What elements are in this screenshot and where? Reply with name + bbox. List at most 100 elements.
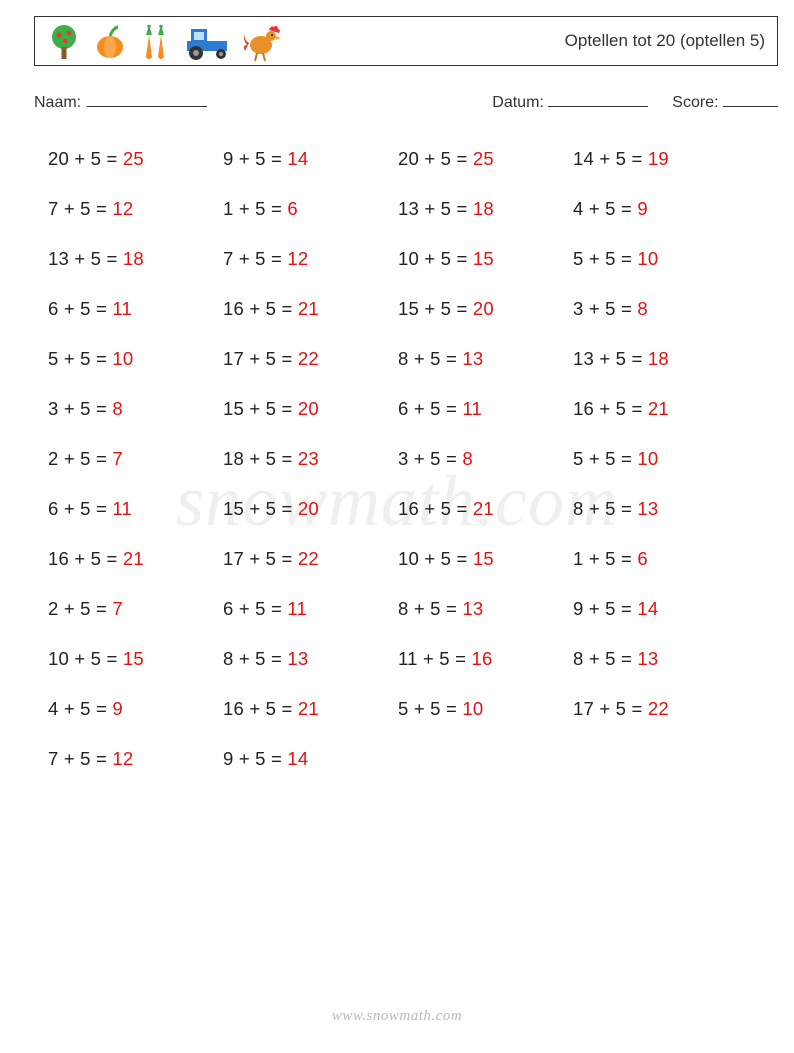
problem-answer: 14: [637, 598, 658, 620]
problem-expression: 17 + 5 =: [223, 548, 298, 570]
problem-answer: 10: [462, 698, 483, 720]
problem-expression: 16 + 5 =: [48, 548, 123, 570]
problem-answer: 11: [287, 598, 307, 620]
problem-expression: 13 + 5 =: [573, 348, 648, 370]
problem-cell: 20 + 5 = 25: [398, 134, 573, 184]
pumpkin-icon: [93, 23, 127, 61]
apple-tree-icon: [47, 23, 81, 61]
meta-score: Score:: [672, 92, 778, 112]
problem-answer: 21: [298, 698, 319, 720]
problem-cell: 5 + 5 = 10: [398, 684, 573, 734]
problem-expression: 16 + 5 =: [223, 298, 298, 320]
problem-cell: 14 + 5 = 19: [573, 134, 748, 184]
problem-expression: 20 + 5 =: [48, 148, 123, 170]
problem-answer: 13: [462, 598, 483, 620]
problem-answer: 9: [112, 698, 123, 720]
problem-cell: 13 + 5 = 18: [573, 334, 748, 384]
problem-answer: 12: [287, 248, 308, 270]
problem-expression: 10 + 5 =: [398, 248, 473, 270]
problem-expression: 4 + 5 =: [48, 698, 112, 720]
score-blank[interactable]: [723, 92, 778, 107]
problem-answer: 8: [112, 398, 123, 420]
problem-expression: 5 + 5 =: [573, 248, 637, 270]
problem-answer: 12: [112, 198, 133, 220]
problem-cell: 7 + 5 = 12: [48, 734, 223, 784]
problem-expression: 6 + 5 =: [398, 398, 462, 420]
problem-answer: 6: [287, 198, 298, 220]
problem-expression: 1 + 5 =: [573, 548, 637, 570]
problem-answer: 21: [298, 298, 319, 320]
problem-expression: 3 + 5 =: [398, 448, 462, 470]
problem-cell: 6 + 5 = 11: [48, 284, 223, 334]
problem-expression: 5 + 5 =: [398, 698, 462, 720]
problem-cell: 5 + 5 = 10: [573, 234, 748, 284]
problem-expression: 7 + 5 =: [48, 198, 112, 220]
problem-answer: 11: [112, 498, 132, 520]
problem-cell: 6 + 5 = 11: [398, 384, 573, 434]
problem-expression: 15 + 5 =: [398, 298, 473, 320]
problem-cell: 15 + 5 = 20: [223, 484, 398, 534]
problem-cell: 11 + 5 = 16: [398, 634, 573, 684]
problem-expression: 8 + 5 =: [573, 498, 637, 520]
problem-answer: 21: [473, 498, 494, 520]
problem-cell: 5 + 5 = 10: [573, 434, 748, 484]
problem-answer: 8: [462, 448, 473, 470]
problem-answer: 15: [123, 648, 144, 670]
problem-expression: 13 + 5 =: [398, 198, 473, 220]
problem-expression: 11 + 5 =: [398, 648, 471, 670]
problems-grid: 20 + 5 = 259 + 5 = 1420 + 5 = 2514 + 5 =…: [48, 134, 748, 784]
problem-answer: 13: [637, 498, 658, 520]
problem-answer: 22: [648, 698, 669, 720]
date-blank[interactable]: [548, 92, 648, 107]
problem-cell: 18 + 5 = 23: [223, 434, 398, 484]
problem-expression: 3 + 5 =: [48, 398, 112, 420]
problem-answer: 25: [123, 148, 144, 170]
problem-answer: 23: [298, 448, 319, 470]
problem-expression: 8 + 5 =: [398, 348, 462, 370]
worksheet-title: Optellen tot 20 (optellen 5): [565, 31, 765, 51]
problem-answer: 14: [287, 748, 308, 770]
problem-answer: 10: [637, 448, 658, 470]
problem-expression: 16 + 5 =: [223, 698, 298, 720]
problem-cell: 16 + 5 = 21: [398, 484, 573, 534]
problem-cell: 2 + 5 = 7: [48, 584, 223, 634]
date-label: Datum:: [492, 94, 544, 111]
problem-expression: 9 + 5 =: [573, 598, 637, 620]
meta-date: Datum:: [492, 92, 648, 112]
problem-expression: 17 + 5 =: [223, 348, 298, 370]
problem-answer: 16: [471, 648, 492, 670]
problem-cell: 20 + 5 = 25: [48, 134, 223, 184]
problem-cell: 16 + 5 = 21: [573, 384, 748, 434]
problem-answer: 22: [298, 548, 319, 570]
problem-answer: 20: [298, 498, 319, 520]
problem-answer: 18: [473, 198, 494, 220]
worksheet-page: snowmath.com: [0, 0, 794, 1053]
problem-answer: 25: [473, 148, 494, 170]
problem-cell: 16 + 5 = 21: [223, 684, 398, 734]
rooster-icon: [243, 21, 281, 61]
problem-cell: 8 + 5 = 13: [398, 584, 573, 634]
problem-answer: 20: [473, 298, 494, 320]
header-icon-row: [47, 21, 281, 61]
problem-cell: 4 + 5 = 9: [573, 184, 748, 234]
name-blank[interactable]: [87, 92, 207, 107]
problem-expression: 10 + 5 =: [48, 648, 123, 670]
problem-answer: 10: [112, 348, 133, 370]
problem-expression: 8 + 5 =: [398, 598, 462, 620]
meta-name: Naam:: [34, 92, 207, 112]
problem-expression: 15 + 5 =: [223, 498, 298, 520]
problem-expression: 16 + 5 =: [398, 498, 473, 520]
problem-answer: 10: [637, 248, 658, 270]
problem-answer: 7: [112, 448, 123, 470]
problem-answer: 21: [648, 398, 669, 420]
score-label: Score:: [672, 94, 718, 111]
problem-cell: 16 + 5 = 21: [223, 284, 398, 334]
problem-cell: 10 + 5 = 15: [48, 634, 223, 684]
header-box: Optellen tot 20 (optellen 5): [34, 16, 778, 66]
problem-cell: 7 + 5 = 12: [223, 234, 398, 284]
problem-cell: 8 + 5 = 13: [573, 484, 748, 534]
problem-answer: 13: [462, 348, 483, 370]
meta-line: Naam: Datum: Score:: [34, 92, 778, 112]
problem-expression: 14 + 5 =: [573, 148, 648, 170]
problem-cell: 16 + 5 = 21: [48, 534, 223, 584]
